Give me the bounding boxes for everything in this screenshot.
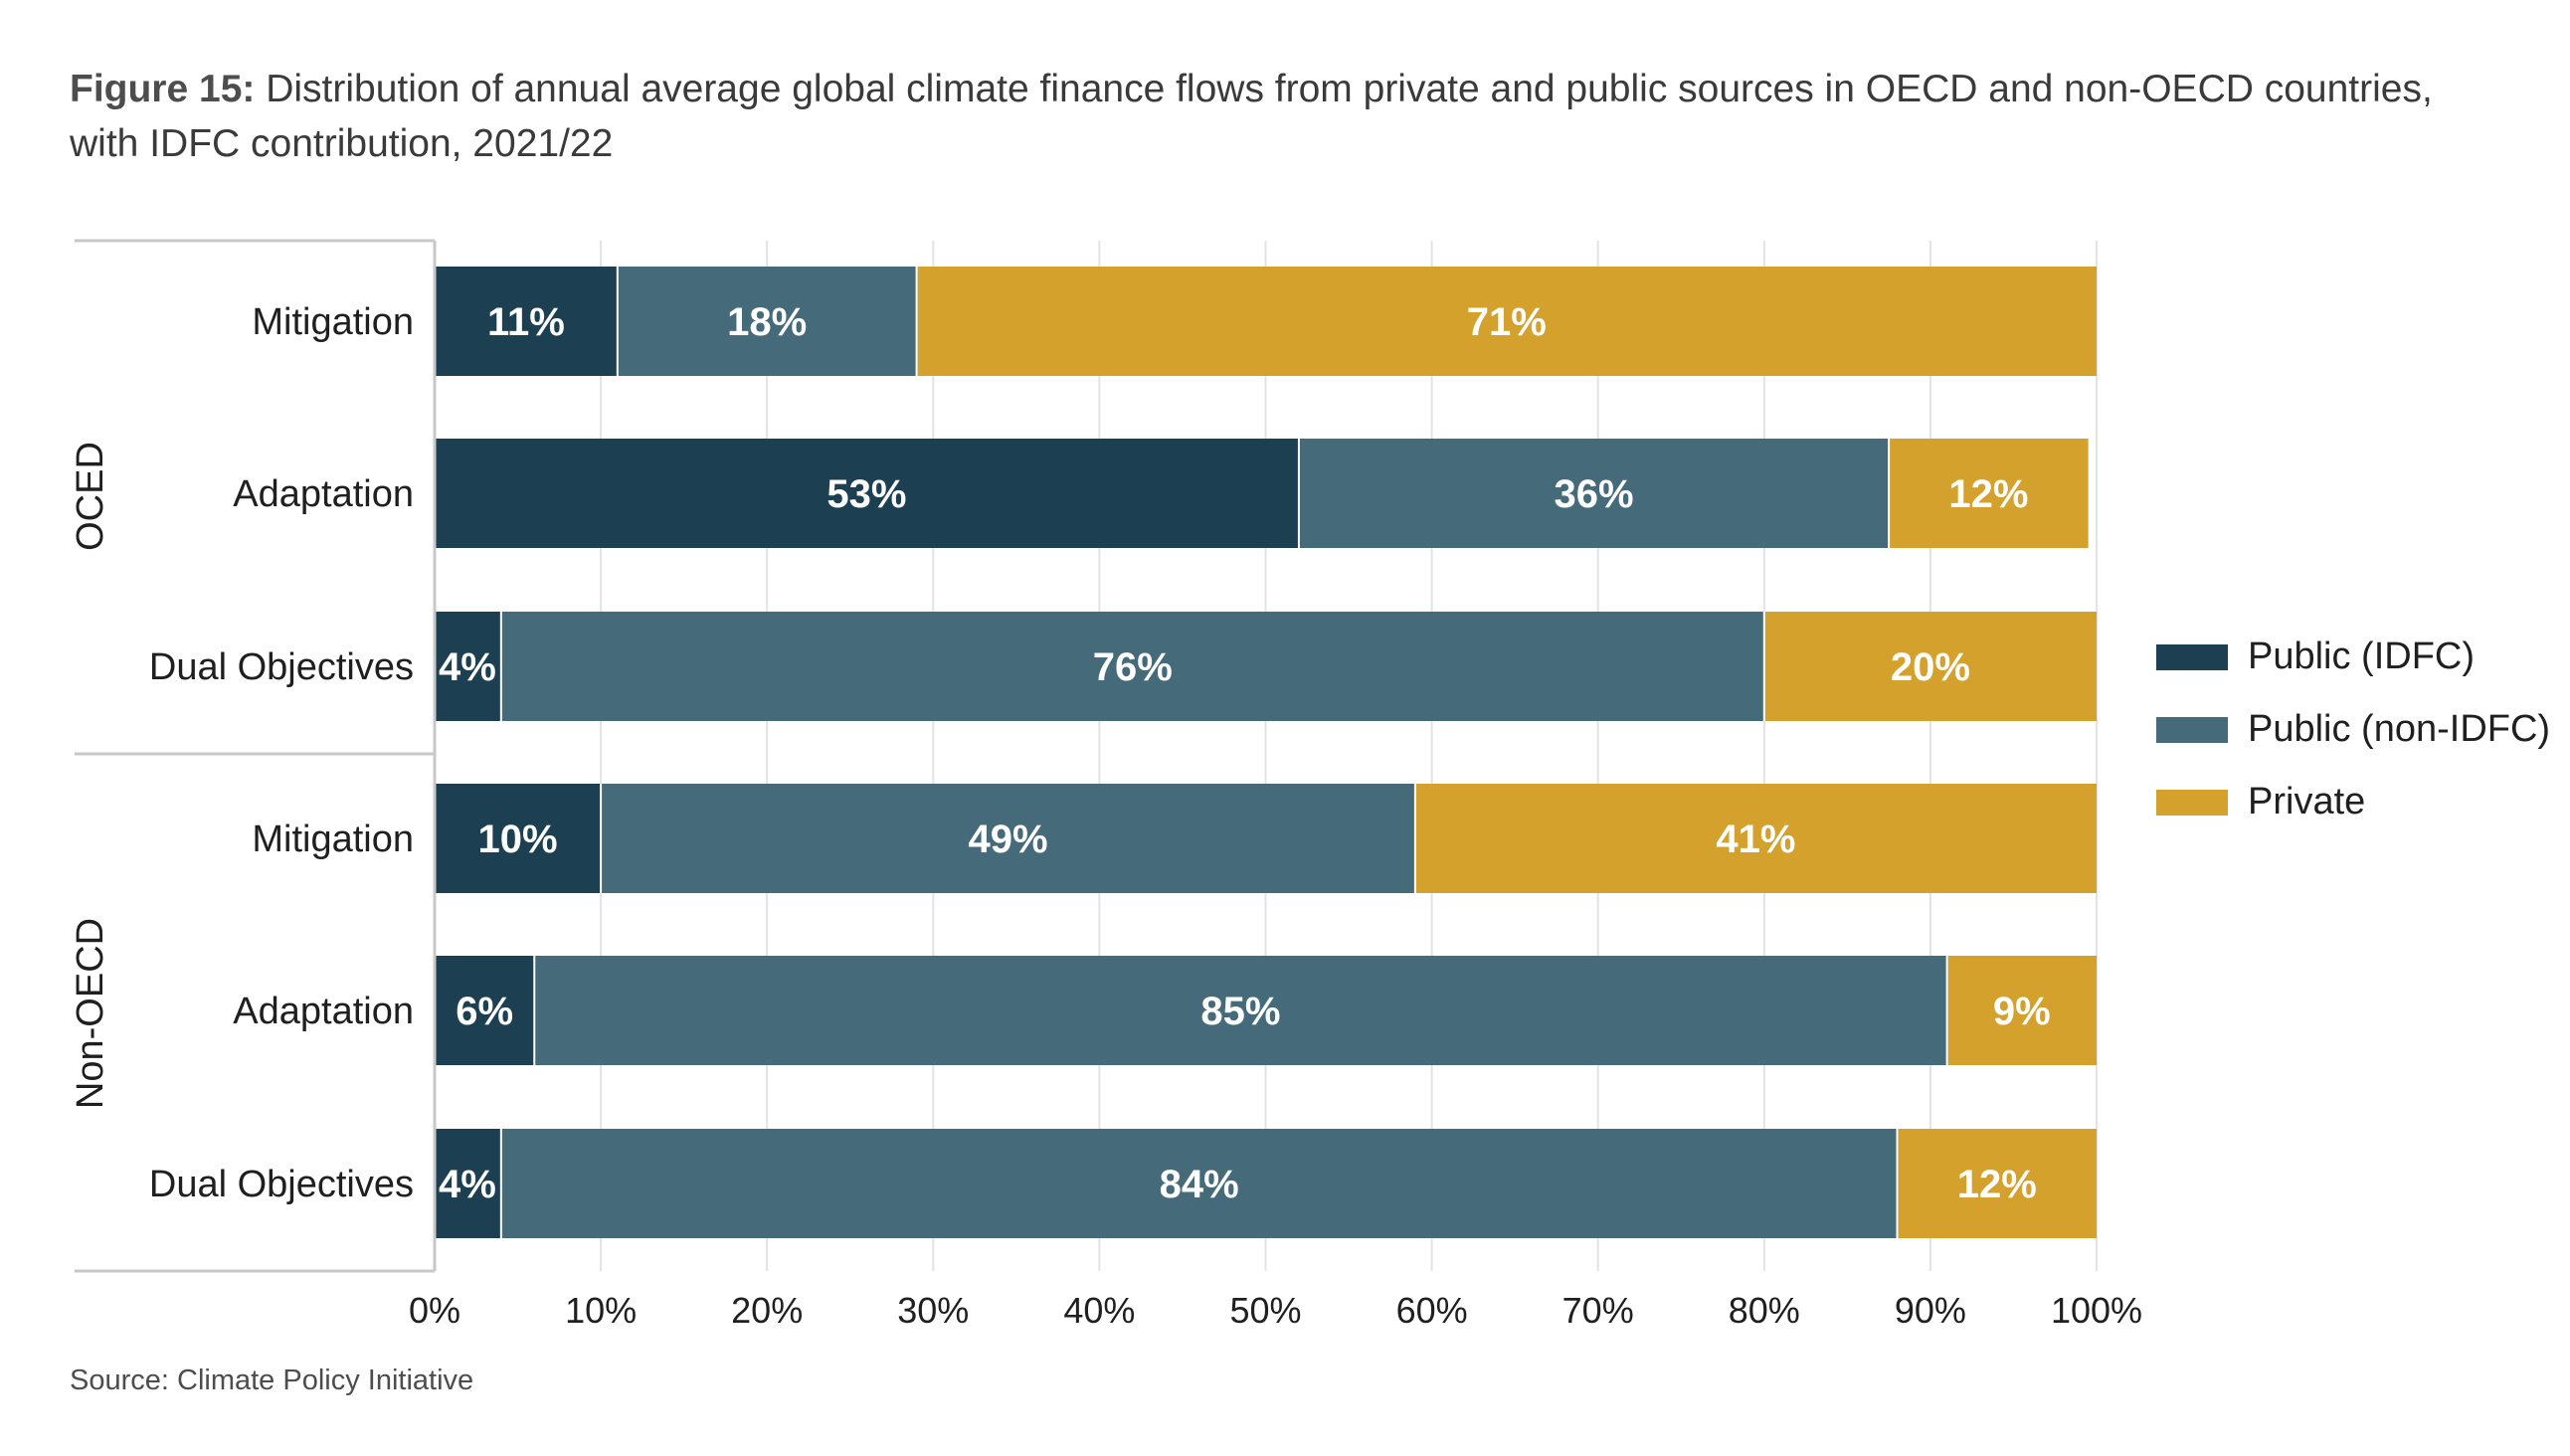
data-label: 85% [1200, 990, 1280, 1033]
data-label: 49% [968, 818, 1047, 861]
bar-segment [1298, 439, 1890, 548]
bar-segment [1414, 784, 2097, 893]
legend-swatch-public-non-idfc [2156, 717, 2228, 743]
data-label: 18% [727, 300, 807, 344]
group-label: Non-OECD [70, 918, 111, 1109]
category-label: Mitigation [252, 301, 414, 343]
x-tick-label: 60% [1396, 1290, 1468, 1331]
legend-label: Private [2248, 781, 2366, 822]
data-labels: 11% 18% 71% 53% 36% 12% 4% 76% 20% 10% 49% 41% 6% 85%… [439, 300, 2051, 1206]
data-label: 9% [1993, 990, 2051, 1033]
legend-label: Public (non-IDFC) [2248, 708, 2551, 750]
bar-segment [435, 612, 501, 721]
x-tick-label: 40% [1063, 1290, 1135, 1331]
x-tick-label: 10% [565, 1290, 637, 1331]
bar-segment [500, 1129, 1898, 1238]
bar-segment [500, 612, 1764, 721]
bar-segment [1897, 1129, 2097, 1238]
category-label: Dual Objectives [149, 1164, 414, 1205]
bar-segment [1946, 956, 2097, 1065]
data-label: 36% [1554, 472, 1633, 516]
data-label: 76% [1093, 645, 1173, 689]
x-tick-label: 20% [731, 1290, 803, 1331]
category-label: Adaptation [233, 991, 414, 1032]
legend-label: Public (IDFC) [2248, 636, 2476, 677]
x-tick-label: 50% [1229, 1290, 1301, 1331]
category-label: Mitigation [252, 819, 414, 860]
legend-swatch-private [2156, 790, 2228, 816]
axes: 0% 10% 20% 30% 40% 50% 60% 70% 80% 90% 100% OCED Non… [70, 239, 2142, 1331]
data-label: 20% [1891, 645, 1970, 689]
x-tick-label: 70% [1562, 1290, 1634, 1331]
category-label: Dual Objectives [149, 646, 414, 688]
x-tick-label: 90% [1895, 1290, 1966, 1331]
bar-segment [435, 439, 1299, 548]
bar-segment [1763, 612, 2097, 721]
bar-segment [435, 267, 618, 376]
chart-title: Figure 15: Distribution of annual averag… [70, 62, 2477, 171]
group-label: OCED [70, 442, 111, 551]
bars [435, 267, 2097, 1238]
figure-title-text: Distribution of annual average global cl… [70, 68, 2433, 165]
bar-segment [435, 956, 535, 1065]
bar-segment [601, 784, 1415, 893]
data-label: 4% [439, 1163, 496, 1206]
data-label: 11% [487, 300, 565, 344]
bar-segment [1889, 439, 2089, 548]
category-label: Adaptation [233, 473, 414, 515]
data-label: 12% [1957, 1163, 2037, 1206]
data-label: 41% [1716, 818, 1795, 861]
bar-segment [916, 267, 2097, 376]
bar-segment [435, 784, 602, 893]
x-tick-label: 0% [409, 1290, 460, 1331]
data-label: 12% [1948, 472, 2028, 516]
data-label: 71% [1467, 300, 1547, 344]
x-tick-label: 30% [897, 1290, 969, 1331]
gridlines [600, 241, 2098, 1271]
bar-segment [534, 956, 1947, 1065]
bar-segment [617, 267, 917, 376]
legend-swatch-public-idfc [2156, 644, 2228, 670]
bar-segment [435, 1129, 501, 1238]
source-note: Source: Climate Policy Initiative [70, 1365, 474, 1396]
x-tick-label: 80% [1729, 1290, 1800, 1331]
data-label: 4% [439, 645, 496, 689]
data-label: 84% [1160, 1163, 1239, 1206]
data-label: 6% [456, 990, 513, 1033]
figure-label: Figure 15: [70, 68, 256, 110]
x-tick-label: 100% [2051, 1290, 2142, 1331]
data-label: 10% [478, 818, 558, 861]
data-label: 53% [826, 472, 906, 516]
